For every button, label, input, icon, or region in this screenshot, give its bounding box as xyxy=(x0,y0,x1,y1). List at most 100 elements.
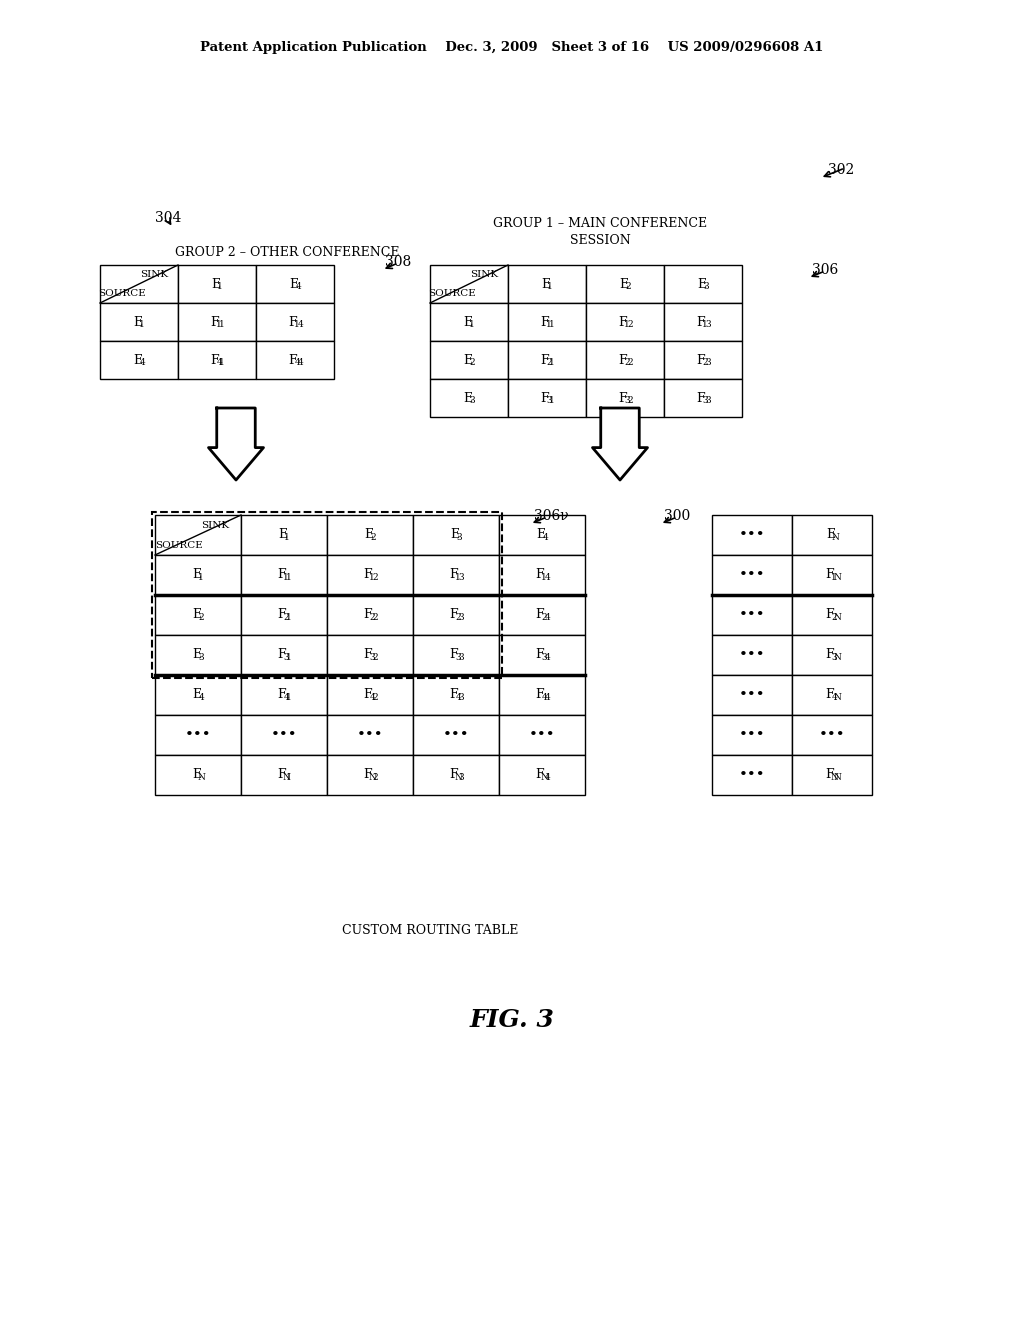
Text: F: F xyxy=(278,569,287,582)
Bar xyxy=(508,304,586,341)
Text: E: E xyxy=(290,277,299,290)
Bar xyxy=(413,515,499,554)
Text: F: F xyxy=(364,569,373,582)
Text: 1: 1 xyxy=(469,321,475,330)
Text: N: N xyxy=(831,533,839,543)
Bar xyxy=(430,341,508,379)
Bar xyxy=(327,675,413,715)
Text: 306: 306 xyxy=(812,263,839,277)
Text: F: F xyxy=(825,768,835,781)
Text: 1: 1 xyxy=(284,573,289,582)
Text: 302: 302 xyxy=(828,162,854,177)
Text: 1: 1 xyxy=(547,282,553,292)
Bar xyxy=(499,715,585,755)
Text: 2: 2 xyxy=(625,358,630,367)
Text: 2: 2 xyxy=(456,614,461,622)
Text: N: N xyxy=(834,774,841,783)
Text: 2: 2 xyxy=(702,358,708,367)
Text: E: E xyxy=(133,315,142,329)
Text: •••: ••• xyxy=(738,609,765,622)
Text: SINK: SINK xyxy=(201,520,229,529)
Text: 4: 4 xyxy=(545,614,550,622)
Text: 4: 4 xyxy=(543,533,548,543)
Text: 1: 1 xyxy=(287,573,292,582)
Text: 1: 1 xyxy=(287,774,292,783)
Text: F: F xyxy=(536,768,545,781)
Text: 2: 2 xyxy=(547,358,552,367)
Bar xyxy=(241,675,327,715)
Text: 1: 1 xyxy=(287,693,292,702)
Text: •••: ••• xyxy=(738,768,765,781)
Text: F: F xyxy=(541,392,549,404)
Text: 3: 3 xyxy=(469,396,475,405)
Text: SINK: SINK xyxy=(140,271,169,279)
Text: 3: 3 xyxy=(370,653,375,663)
Text: 4: 4 xyxy=(284,693,289,702)
Polygon shape xyxy=(593,408,647,480)
Text: •••: ••• xyxy=(270,729,297,742)
Text: 2: 2 xyxy=(373,653,378,663)
Text: F: F xyxy=(825,648,835,661)
Text: Patent Application Publication    Dec. 3, 2009   Sheet 3 of 16    US 2009/029660: Patent Application Publication Dec. 3, 2… xyxy=(201,41,823,54)
Bar xyxy=(712,554,792,595)
Bar xyxy=(155,755,241,795)
Bar xyxy=(792,755,872,795)
Text: 1: 1 xyxy=(139,321,145,330)
Text: F: F xyxy=(450,609,459,622)
Bar xyxy=(241,515,327,554)
Text: 1: 1 xyxy=(547,321,552,329)
Text: N: N xyxy=(834,614,841,622)
Text: 2: 2 xyxy=(628,321,633,329)
Text: F: F xyxy=(450,768,459,781)
Text: F: F xyxy=(450,648,459,661)
Text: F: F xyxy=(364,648,373,661)
Bar xyxy=(100,304,178,341)
Text: •••: ••• xyxy=(738,568,765,582)
Bar xyxy=(499,515,585,554)
Text: SINK: SINK xyxy=(471,271,499,279)
Text: 3: 3 xyxy=(706,321,711,329)
Text: E: E xyxy=(193,768,202,781)
Text: N: N xyxy=(541,774,548,783)
Bar xyxy=(178,341,256,379)
Bar xyxy=(413,554,499,595)
Text: F: F xyxy=(825,689,835,701)
Bar xyxy=(155,515,241,554)
Bar xyxy=(499,554,585,595)
Text: F: F xyxy=(541,315,549,329)
Text: 4: 4 xyxy=(831,693,838,702)
Bar xyxy=(664,304,742,341)
Text: 2: 2 xyxy=(370,614,375,622)
Text: F: F xyxy=(278,609,287,622)
Text: 1: 1 xyxy=(549,358,555,367)
Text: E: E xyxy=(464,315,472,329)
Bar xyxy=(586,304,664,341)
Text: F: F xyxy=(278,768,287,781)
Text: F: F xyxy=(618,354,628,367)
Text: E: E xyxy=(193,609,202,622)
Text: 3: 3 xyxy=(459,774,464,783)
Text: 3: 3 xyxy=(706,358,711,367)
Text: 1: 1 xyxy=(217,282,223,292)
Text: •••: ••• xyxy=(738,688,765,702)
Bar xyxy=(256,265,334,304)
Text: 4: 4 xyxy=(545,573,550,582)
Text: F: F xyxy=(278,689,287,701)
Text: 4: 4 xyxy=(139,358,145,367)
Bar xyxy=(413,675,499,715)
Text: 2: 2 xyxy=(469,358,475,367)
Bar xyxy=(508,265,586,304)
Bar xyxy=(664,265,742,304)
Text: 1: 1 xyxy=(216,321,222,329)
Text: F: F xyxy=(536,609,545,622)
Bar xyxy=(327,635,413,675)
Bar xyxy=(499,635,585,675)
Text: SOURCE: SOURCE xyxy=(156,540,203,549)
Text: F: F xyxy=(289,354,297,367)
Text: 2: 2 xyxy=(373,693,378,702)
Text: •••: ••• xyxy=(356,729,383,742)
Bar xyxy=(792,715,872,755)
Text: E: E xyxy=(193,648,202,661)
Bar xyxy=(792,675,872,715)
Text: 3: 3 xyxy=(625,396,630,405)
